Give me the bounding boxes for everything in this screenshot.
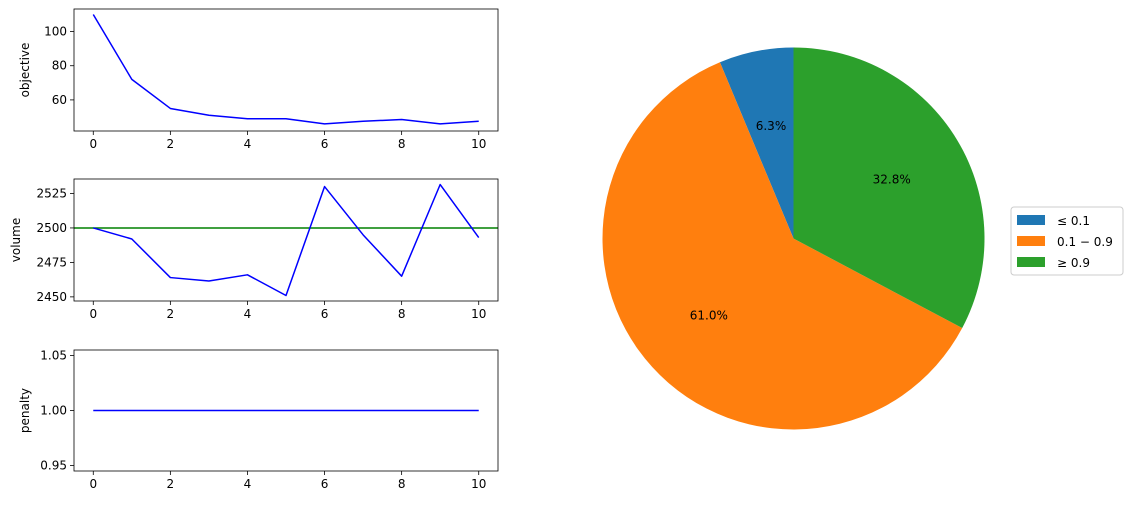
y-tick-label: 60 — [52, 93, 67, 107]
y-tick-label: 2500 — [36, 221, 67, 235]
pie-percent-label: 61.0% — [690, 309, 728, 323]
y-tick-label: 2450 — [36, 290, 67, 304]
x-tick-label: 6 — [321, 477, 329, 491]
pie-slice — [793, 47, 985, 329]
x-tick-label: 4 — [244, 137, 252, 151]
y-tick-label: 100 — [44, 25, 67, 39]
x-tick-label: 0 — [89, 307, 97, 321]
pie-slice — [719, 47, 794, 239]
x-tick-label: 0 — [89, 137, 97, 151]
pie-legend: ≤ 0.1 0.1 − 0.9 ≥ 0.9 — [1010, 206, 1124, 276]
y-tick-label: 2525 — [36, 186, 67, 200]
y-tick-label: 1.05 — [40, 349, 67, 363]
y-tick-label: 1.00 — [40, 404, 67, 418]
x-tick-label: 10 — [471, 307, 486, 321]
y-axis-label: objective — [18, 43, 32, 98]
x-tick-label: 2 — [167, 137, 175, 151]
y-tick-label: 2475 — [36, 255, 67, 269]
axes-frame — [73, 178, 499, 302]
legend-label: ≤ 0.1 — [1057, 214, 1090, 228]
x-tick-label: 8 — [398, 477, 406, 491]
series-line — [92, 14, 479, 125]
y-axis-label: volume — [9, 218, 23, 262]
x-tick-label: 0 — [89, 477, 97, 491]
x-tick-label: 8 — [398, 307, 406, 321]
y-tick-label: 80 — [52, 59, 67, 73]
x-tick-label: 6 — [321, 137, 329, 151]
line-panel-objective: 0 2 4 6 8 10 60 80 100 objective — [18, 8, 499, 151]
y-axis-label: penalty — [18, 388, 32, 433]
legend-label: ≥ 0.9 — [1057, 256, 1090, 270]
x-tick-label: 10 — [471, 137, 486, 151]
x-tick-label: 4 — [244, 307, 252, 321]
x-tick-label: 2 — [167, 477, 175, 491]
x-tick-label: 2 — [167, 307, 175, 321]
x-tick-label: 10 — [471, 477, 486, 491]
pie-percent-label: 6.3% — [756, 119, 787, 133]
legend-swatch — [1017, 257, 1045, 267]
x-tick-label: 8 — [398, 137, 406, 151]
legend-swatch — [1017, 236, 1045, 246]
pie-percent-label: 32.8% — [873, 172, 911, 186]
x-tick-label: 6 — [321, 307, 329, 321]
axes-frame — [73, 8, 499, 132]
pie-slice — [602, 62, 963, 430]
x-tick-label: 4 — [244, 477, 252, 491]
legend-swatch — [1017, 215, 1045, 225]
line-panel-volume: 0 2 4 6 8 10 2450 2475 2500 2525 volume — [9, 178, 499, 321]
pie-chart: 6.3% 61.0% 32.8% — [602, 47, 985, 430]
series-line — [93, 183, 480, 297]
y-tick-label: 0.95 — [40, 459, 67, 473]
legend-label: 0.1 − 0.9 — [1057, 235, 1113, 249]
line-panel-penalty: 0 2 4 6 8 10 0.95 1.00 1.05 penalty — [18, 349, 499, 491]
